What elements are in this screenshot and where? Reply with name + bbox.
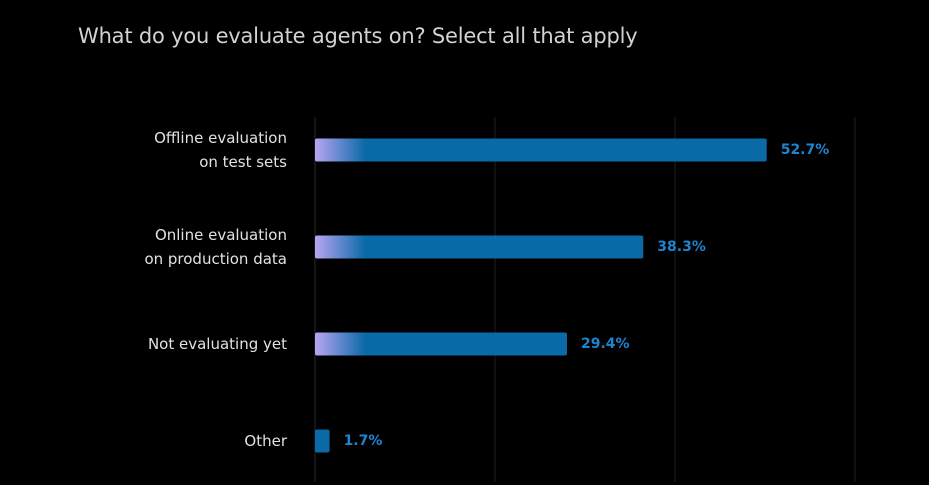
chart-title: What do you evaluate agents on? Select a…: [78, 24, 638, 48]
bar: [315, 138, 767, 162]
value-label: 29.4%: [581, 336, 630, 352]
category-label-line: Other: [244, 432, 287, 450]
category-label-line: Not evaluating yet: [147, 335, 287, 353]
bar: [315, 235, 644, 259]
category-label-line: on production data: [144, 250, 287, 268]
value-label: 52.7%: [780, 142, 830, 158]
category-label: Not evaluating yet: [27, 332, 287, 356]
category-label-line: Offline evaluation: [154, 129, 287, 147]
category-label: Other: [27, 429, 287, 453]
bar: [315, 429, 330, 453]
category-label: Offline evaluation on test sets: [27, 126, 287, 174]
category-label-line: on test sets: [199, 153, 287, 171]
category-label-line: Online evaluation: [154, 226, 287, 244]
value-label: 1.7%: [343, 433, 383, 449]
bar: [315, 332, 567, 356]
value-label: 38.3%: [657, 239, 706, 255]
category-label: Online evaluation on production data: [27, 223, 287, 271]
